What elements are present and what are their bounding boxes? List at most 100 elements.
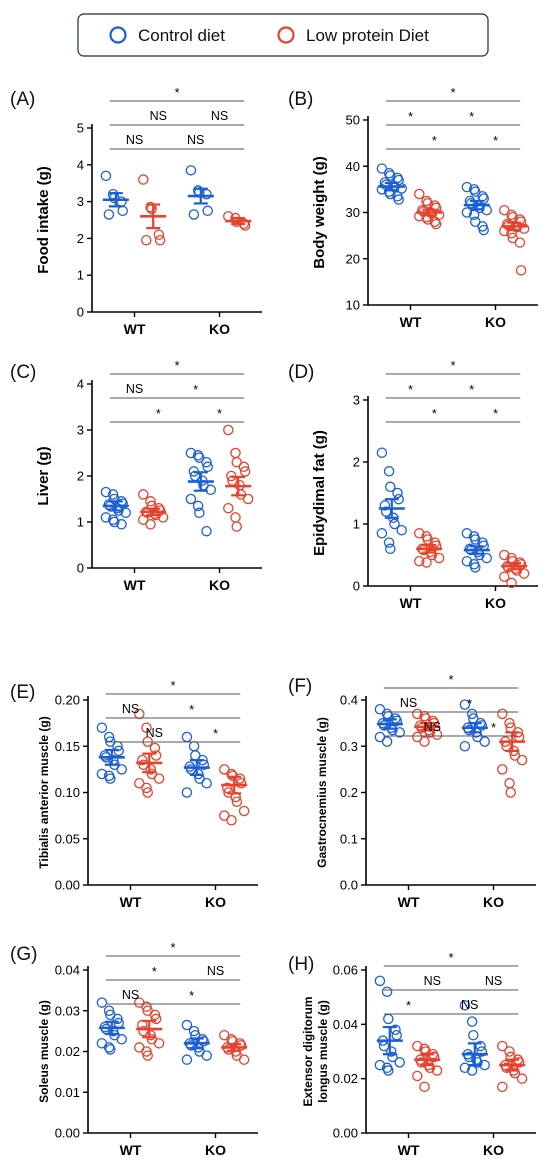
significance-bracket: NS (109, 382, 160, 399)
data-point (100, 512, 112, 523)
significance-bracket: * (385, 86, 521, 102)
data-point (497, 1040, 508, 1052)
significance-label: * (449, 673, 454, 687)
significance-bracket: * (468, 721, 519, 737)
legend-box (77, 13, 489, 57)
data-point (421, 195, 432, 207)
data-point (433, 552, 445, 564)
data-point (504, 1046, 515, 1057)
data-point (96, 997, 108, 1008)
data-point (466, 1016, 478, 1027)
data-point (459, 1062, 471, 1074)
significance-label: * (189, 703, 194, 717)
chart-panel-c: (C) 0 1 2 3 4 WT KO Liver (g) * NS * * * (10, 359, 262, 593)
data-point (181, 1054, 193, 1065)
significance-label: NS (424, 974, 441, 988)
x-category-label: KO (485, 314, 506, 330)
chart-panel-a: (A) 0 1 2 3 4 5 WT KO Food intake (g) * NS NS NS NS (10, 86, 262, 337)
y-tick-label: 3 (77, 194, 84, 209)
significance-label: NS (122, 702, 139, 716)
significance-label: * (493, 407, 498, 421)
significance-bracket: * (383, 999, 434, 1015)
data-point (481, 552, 492, 564)
chart-panel-d: (D) 0 1 2 3 WT KO Epidydimal fat (g) * * * * * (288, 359, 538, 611)
data-point (499, 549, 510, 561)
data-point (103, 1005, 115, 1017)
data-point (466, 708, 478, 720)
significance-bracket: * (385, 407, 483, 423)
series-ko-control (459, 1000, 490, 1076)
data-point (385, 481, 396, 493)
data-point (145, 1029, 156, 1041)
data-point (188, 209, 200, 220)
significance-bracket: * (383, 673, 519, 689)
panel-letter: (B) (288, 89, 313, 110)
significance-bracket: NS (147, 133, 245, 150)
significance-label: * (408, 110, 413, 124)
significance-bracket: * (383, 951, 519, 967)
data-point (219, 764, 230, 775)
y-tick-label: 1 (353, 517, 360, 532)
data-point (141, 722, 152, 734)
series-ko-control (461, 181, 492, 236)
data-point (238, 1054, 250, 1065)
data-point (499, 571, 510, 582)
data-point (105, 773, 116, 784)
data-point (100, 170, 112, 182)
data-point (412, 708, 423, 720)
data-point (145, 764, 156, 775)
data-point (112, 1013, 123, 1025)
data-point (192, 500, 204, 512)
data-point (396, 183, 407, 194)
data-point (142, 1050, 153, 1061)
data-point (427, 715, 439, 727)
data-point (230, 512, 241, 523)
data-point (389, 518, 400, 530)
data-point (219, 810, 230, 821)
data-point (509, 1067, 521, 1079)
y-tick-label: 0.02 (333, 1071, 358, 1086)
data-point (394, 727, 405, 738)
y-tick-label: 5 (77, 121, 84, 136)
significance-label: NS (126, 133, 143, 147)
significance-bracket: * (470, 407, 521, 423)
data-point (424, 1062, 436, 1074)
data-point (105, 1044, 116, 1055)
chart-panel-h: (H) 0.00 0.02 0.04 0.06 WT KO Extensor digitoru… (288, 951, 536, 1158)
significance-label: * (451, 359, 456, 373)
data-point (387, 724, 398, 736)
data-point (412, 731, 423, 743)
x-category-label: KO (205, 1142, 226, 1158)
y-tick-label: 3 (353, 393, 360, 408)
x-category-label: WT (124, 577, 146, 593)
data-point (518, 223, 530, 234)
data-point (96, 768, 108, 780)
chart-panel-f: (F) 0.0 0.1 0.2 0.3 0.4 WT KO Gastrocnemius musc… (288, 673, 536, 910)
significance-bracket: NS (421, 998, 519, 1015)
legend-marker-low-protein (277, 26, 295, 44)
data-point (392, 487, 403, 499)
y-tick-label: 1 (77, 515, 84, 530)
significance-bracket: * (105, 941, 241, 957)
data-point (231, 796, 243, 808)
data-point (504, 778, 515, 789)
significance-label: NS (400, 696, 417, 710)
data-point (138, 514, 149, 525)
significance-label: * (467, 697, 472, 711)
data-point (231, 456, 242, 468)
data-point (201, 778, 212, 789)
data-point (107, 489, 119, 500)
data-point (141, 782, 152, 794)
significance-bracket: * (194, 407, 245, 423)
panel-letter: (E) (10, 682, 35, 703)
significance-bracket: * (105, 965, 203, 981)
panel-letter: (F) (288, 676, 312, 697)
y-tick-label: 0.20 (55, 693, 80, 708)
data-point (223, 424, 234, 436)
series-wt-control (96, 997, 127, 1055)
data-point (459, 699, 471, 710)
y-tick-label: 2 (353, 455, 360, 470)
data-point (429, 216, 441, 227)
series-wt-control (374, 975, 405, 1076)
